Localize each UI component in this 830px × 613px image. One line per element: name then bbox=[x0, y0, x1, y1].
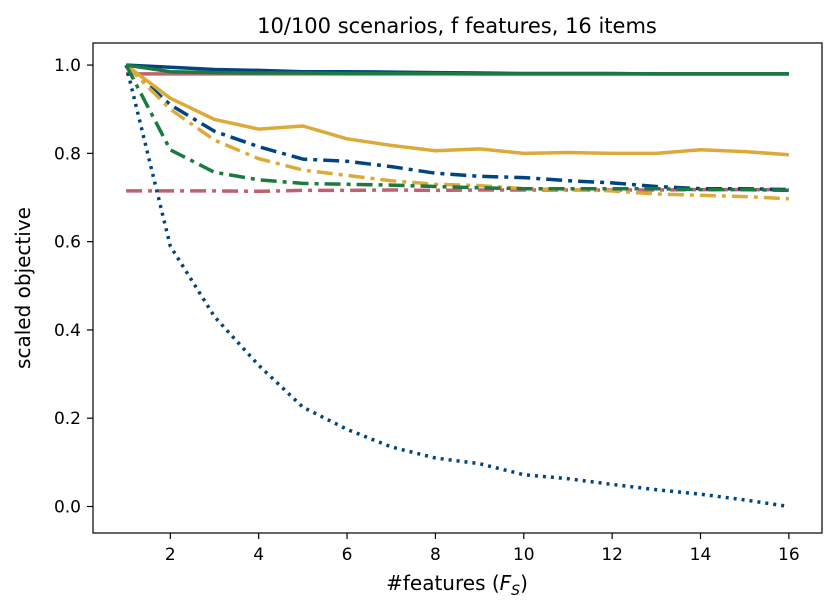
series-line-3 bbox=[124, 64, 790, 509]
x-tick-label: 6 bbox=[342, 545, 353, 565]
x-tick-label: 2 bbox=[165, 545, 176, 565]
series-layer bbox=[124, 63, 790, 509]
plot-frame bbox=[92, 42, 823, 534]
series-line-9 bbox=[124, 64, 789, 193]
x-axis: 2 4 6 8 10 12 14 16 bbox=[165, 533, 800, 565]
x-axis-title-close: ) bbox=[520, 571, 528, 595]
series-line-6 bbox=[125, 63, 790, 157]
y-tick-label: 0.2 bbox=[54, 409, 81, 429]
x-axis-title-sub: S bbox=[511, 583, 520, 599]
series-line-8 bbox=[125, 63, 789, 76]
x-tick-label: 12 bbox=[601, 545, 623, 565]
x-tick-label: 10 bbox=[513, 545, 535, 565]
x-axis-title: #features (FS) bbox=[386, 571, 528, 599]
x-tick-label: 14 bbox=[690, 545, 712, 565]
x-tick-label: 16 bbox=[778, 545, 800, 565]
y-tick-label: 0.0 bbox=[54, 498, 81, 518]
x-tick-label: 4 bbox=[253, 545, 264, 565]
y-tick-label: 0.4 bbox=[54, 321, 81, 341]
series-line-5 bbox=[124, 63, 789, 192]
series-line-7 bbox=[124, 63, 789, 201]
y-axis-title: scaled objective bbox=[11, 207, 35, 369]
y-axis: 0.0 0.2 0.4 0.6 0.8 1.0 bbox=[54, 56, 93, 518]
x-axis-title-main: #features ( bbox=[386, 571, 500, 595]
chart-title: 10/100 scenarios, f features, 16 items bbox=[257, 14, 657, 38]
y-tick-label: 0.6 bbox=[54, 233, 81, 253]
x-axis-title-var: F bbox=[500, 571, 512, 595]
y-tick-label: 1.0 bbox=[54, 56, 81, 76]
x-tick-label: 8 bbox=[430, 545, 441, 565]
y-tick-label: 0.8 bbox=[54, 144, 81, 164]
